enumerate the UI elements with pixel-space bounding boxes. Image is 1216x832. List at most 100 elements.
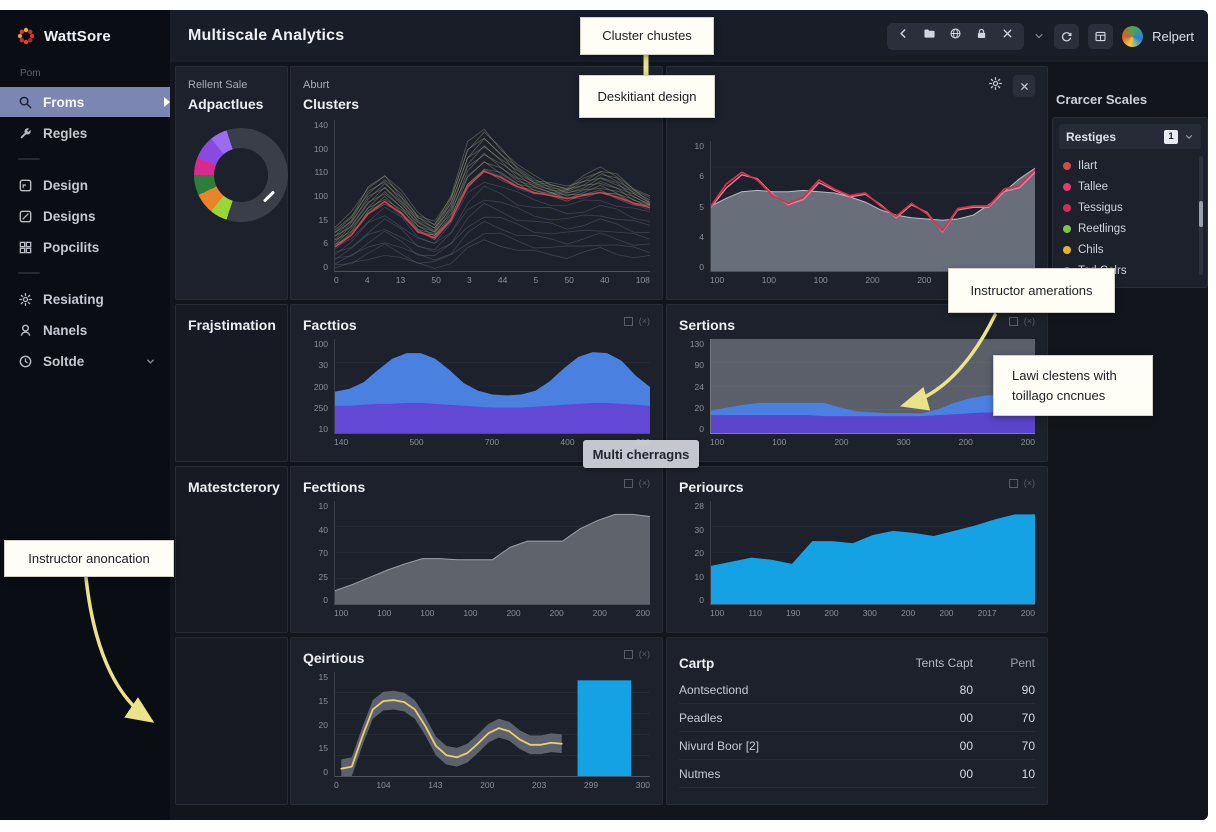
legend-item-tessigus[interactable]: Tessigus [1053,197,1207,218]
expand-icon[interactable] [623,649,633,659]
refresh-button[interactable] [1054,23,1080,49]
close-small-icon[interactable]: (×) [1023,478,1035,488]
legend-item-ilart[interactable]: Ilart [1053,155,1207,176]
x-axis-ticks: 100 100 200 300 200 200 [710,437,1035,447]
legend-item-chils[interactable]: Chils [1053,239,1207,260]
expand-icon[interactable] [1008,478,1018,488]
sidebar-item-label: Popcilits [43,239,100,255]
periourcs-area-chart: 28 30 20 10 0 100 110 190 200 300 200 200 2017 200 [679,501,1035,620]
sidebar-item-regles[interactable]: Regles [0,118,170,148]
panel-corner: (×) [1008,478,1035,488]
panel-periourcs: Periourcs (×) 28 30 20 10 0 100 110 190 200 300 2… [666,466,1048,633]
panel-corner: (×) [623,316,650,326]
table-row[interactable]: Aontsectiond 80 90 [679,676,1035,704]
panel-row3-label: Matestcterory [175,466,288,633]
legend-label: Tod Colrs [1078,264,1127,277]
close-small-icon[interactable]: (×) [638,316,650,326]
row-label: Matestcterory [188,479,280,495]
close-small-icon[interactable]: (×) [638,478,650,488]
table-row[interactable]: Nutmes 00 10 [679,760,1035,788]
scrollbar-thumb[interactable] [1199,201,1203,228]
globe-icon[interactable] [949,27,962,45]
trend-line-chart: 10 6 5 4 0 100 100 100 200 200 300 150 [679,141,1035,287]
close-icon[interactable] [1001,27,1014,45]
x-axis-ticks: 140 500 700 400 200 [334,437,650,447]
sidebar-item-label: Froms [43,94,85,110]
sidebar-item-froms[interactable]: Froms [0,87,170,117]
table-row[interactable]: Nivurd Boor [2] 00 70 [679,732,1035,760]
wrench-icon [18,126,33,141]
row-value-2: 70 [1021,738,1035,753]
panel-corner: (×) [623,478,650,488]
page-title: Multiscale Analytics [188,27,345,44]
panel-qeirtious: Qeirtious (×) 15 15 20 15 0 0 104 143 200 203 299… [290,637,663,805]
clock-icon [18,354,33,369]
main-area: Multiscale Analytics Relpert Rellen [170,10,1208,820]
panel-cartp-table: Cartp Tents Capt Pent Aontsectiond 80 90 Pe… [666,637,1048,805]
legend-item-tallee[interactable]: Tallee [1053,176,1207,197]
chevron-down-icon[interactable] [1184,132,1194,142]
legend-item-reetlings[interactable]: Reetlings [1053,218,1207,239]
chevron-down-icon[interactable] [145,356,156,367]
restiges-dropdown[interactable]: Restiges 1 [1059,124,1201,149]
sidebar-section-label: Pom [20,68,41,79]
panel-subtitle: Aburt [303,79,330,91]
legend-color-dot [1063,245,1071,254]
avatar[interactable] [1122,25,1144,47]
table-body: Aontsectiond 80 90 Peadles 00 70 Nivurd Boor [… [679,676,1035,788]
row-label: Frajstimation [188,317,276,333]
legend-item-tod-colrs[interactable]: Tod Colrs [1053,260,1207,281]
sidebar-item-label: Regles [43,125,88,141]
panel-title: Fecttions [303,479,366,495]
right-column: Crarcer Scales Restiges 1 Ilart Tallee Tes… [1052,66,1208,816]
sidebar: WattSore Pom Froms Regles Design Designs Pop… [0,10,170,820]
row-value-2: 10 [1021,766,1035,781]
row-value-1: 00 [959,710,973,725]
fecttions-step-chart: 10 40 70 25 0 100 100 100 100 200 200 200 200 [303,501,650,620]
expand-icon[interactable] [1008,316,1018,326]
back-icon[interactable] [897,27,910,45]
lock-icon[interactable] [975,27,988,45]
sertions-area-chart: 130 90 24 20 0 100 100 200 300 200 200 [679,339,1035,449]
row-value-2: 90 [1021,682,1035,697]
y-axis-ticks: 10 40 70 25 0 [318,501,328,605]
close-panel-icon[interactable] [1013,75,1035,97]
legend-label: Tessigus [1078,201,1123,214]
legend-color-dot [1063,266,1071,275]
logo: WattSore [0,10,170,46]
scales-panel: Restiges 1 Ilart Tallee Tessigus Reetlings C… [1052,117,1208,288]
dropdown-badge: 1 [1164,129,1178,144]
panel-title: Qeirtious [303,650,365,666]
search-icon [18,95,33,110]
panel-sertions: Sertions (×) 130 90 24 20 0 100 100 200 300 200 2… [666,304,1048,462]
chart-plot [710,141,1035,272]
table-col-header: Tents Capt [915,656,973,670]
sidebar-item-design[interactable]: Design [0,170,170,200]
close-small-icon[interactable]: (×) [1023,316,1035,326]
panel-row4-empty [175,637,288,805]
x-axis-ticks: 100 100 100 200 200 300 150 [710,275,1035,285]
sidebar-item-nanels[interactable]: Nanels [0,315,170,345]
sidebar-item-label: Resiating [43,291,104,307]
legend-color-dot [1063,182,1071,191]
donut-hole [214,148,268,202]
panel-clusters: Aburt Clusters 140 100 110 100 15 6 0 0 4 13 50 3 4… [290,66,663,300]
sidebar-item-popcilits[interactable]: Popcilits [0,232,170,262]
scrollbar[interactable] [1199,156,1203,275]
gear-icon[interactable] [988,76,1003,96]
close-small-icon[interactable]: (×) [638,649,650,659]
chart-plot [334,120,650,272]
table-row[interactable]: Peadles 00 70 [679,704,1035,732]
logo-text: WattSore [44,27,111,45]
sidebar-item-resiating[interactable]: Resiating [0,284,170,314]
sidebar-nav: Froms Regles Design Designs Popcilits Resiati… [0,87,170,377]
expand-icon[interactable] [623,316,633,326]
chevron-down-icon[interactable] [1033,30,1045,42]
report-label[interactable]: Relpert [1152,28,1194,44]
table-view-button[interactable] [1088,23,1114,49]
folder-icon[interactable] [923,27,936,45]
sidebar-item-designs[interactable]: Designs [0,201,170,231]
sidebar-item-soltde[interactable]: Soltde [0,346,170,376]
row-value-1: 00 [959,766,973,781]
expand-icon[interactable] [623,478,633,488]
